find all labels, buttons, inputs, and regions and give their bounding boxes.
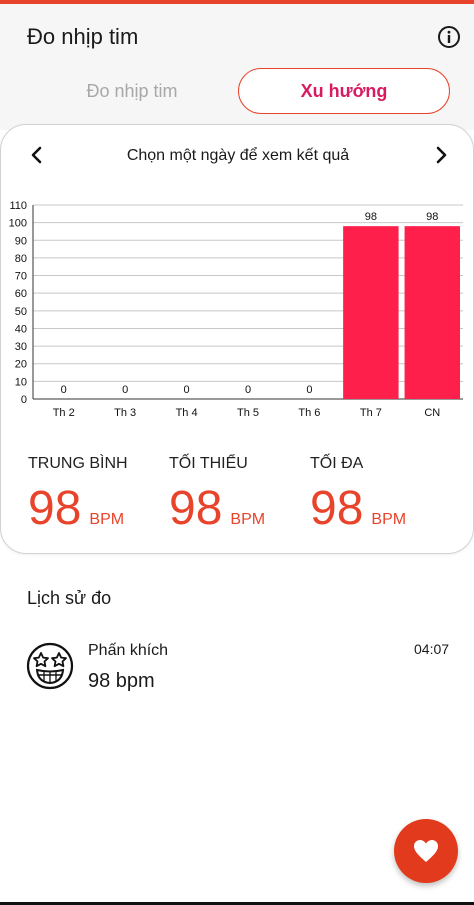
info-icon[interactable] [437, 25, 461, 49]
y-tick-label: 10 [15, 376, 27, 388]
heart-icon [414, 840, 438, 862]
data-label: 98 [426, 211, 438, 223]
history-value: 98 bpm [88, 670, 155, 692]
y-tick-label: 50 [15, 306, 27, 318]
stat-minimum-unit: BPM [230, 511, 266, 528]
history-mood: Phấn khích [88, 642, 169, 659]
stat-minimum-label: TỐI THIỂU [169, 455, 248, 472]
stat-average-label: TRUNG BÌNH [28, 455, 128, 472]
x-tick-label: Th 2 [53, 407, 75, 419]
history-title: Lịch sử đo [27, 588, 112, 608]
chevron-right-icon[interactable] [429, 143, 453, 167]
x-tick-label: Th 7 [360, 407, 382, 419]
y-tick-label: 60 [15, 288, 27, 300]
data-label: 98 [365, 211, 377, 223]
stat-maximum-unit: BPM [371, 511, 407, 528]
heart-rate-bar-chart: 0 10 20 30 40 50 60 70 80 90 100 110 0 Th 2 0 Th 3 0 Th 4… [9, 200, 463, 419]
data-label: 0 [122, 384, 128, 396]
stat-minimum-value: 98 [169, 482, 223, 535]
y-tick-label: 70 [15, 271, 27, 283]
data-label: 0 [184, 384, 190, 396]
data-label: 0 [306, 384, 312, 396]
y-tick-label: 110 [9, 200, 27, 212]
x-tick-label: Th 6 [298, 407, 320, 419]
date-picker-title: Chọn một ngày để xem kết quả [126, 147, 350, 164]
y-tick-label: 30 [15, 341, 27, 353]
trend-card: Chọn một ngày để xem kết quả 0 10 20 30 40 50… [0, 124, 474, 554]
top-accent-bar [0, 0, 474, 4]
y-tick-label: 90 [15, 235, 27, 247]
data-label: 0 [245, 384, 251, 396]
page-title: Đo nhịp tim [27, 24, 139, 49]
x-tick-label: Th 3 [114, 407, 136, 419]
data-label: 0 [61, 384, 67, 396]
tab-bar: Đo nhịp tim Xu hướng [0, 60, 474, 130]
bottom-edge [0, 902, 474, 905]
stat-average-unit: BPM [89, 511, 125, 528]
stat-average: TRUNG BÌNH 98 BPM [28, 455, 128, 536]
stat-maximum-label: TỐI ĐA [310, 455, 364, 472]
app-header: Đo nhịp tim [0, 4, 474, 60]
y-tick-label: 100 [9, 218, 27, 230]
tab-trend[interactable]: Xu hướng [238, 68, 450, 114]
x-tick-label: CN [424, 407, 440, 419]
stat-maximum: TỐI ĐA 98 BPM [310, 455, 406, 536]
y-tick-label: 0 [21, 394, 27, 406]
stat-average-value: 98 [28, 482, 82, 535]
stat-minimum: TỐI THIỂU 98 BPM [169, 455, 265, 536]
bar [404, 226, 460, 399]
tab-measure[interactable]: Đo nhịp tim [86, 81, 178, 101]
x-tick-label: Th 5 [237, 407, 259, 419]
star-struck-face-icon [26, 642, 74, 690]
y-tick-label: 40 [15, 323, 27, 335]
history-item[interactable]: Phấn khích 98 bpm 04:07 [0, 630, 474, 710]
x-tick-label: Th 4 [176, 407, 198, 419]
y-tick-label: 20 [15, 359, 27, 371]
history-time: 04:07 [414, 641, 450, 657]
stat-maximum-value: 98 [310, 482, 364, 535]
bar [343, 226, 399, 399]
y-tick-label: 80 [15, 253, 27, 265]
measure-heart-rate-button[interactable] [394, 819, 458, 883]
chevron-left-icon[interactable] [25, 143, 49, 167]
